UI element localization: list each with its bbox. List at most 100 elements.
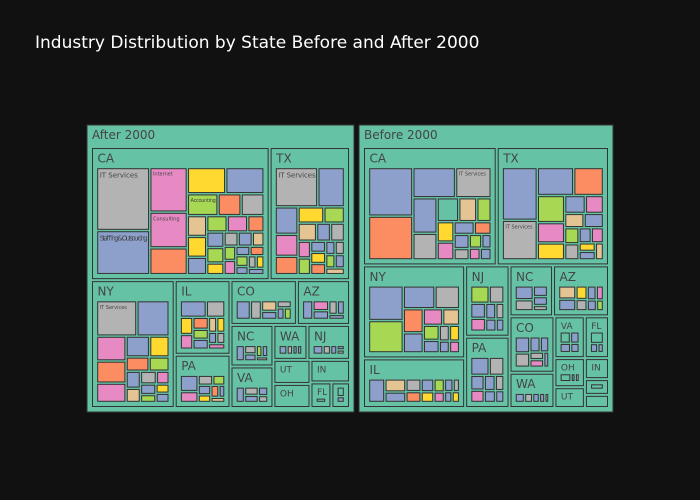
leaf-node[interactable] bbox=[217, 318, 225, 332]
leaf-node[interactable] bbox=[515, 286, 533, 300]
leaf-node[interactable] bbox=[575, 374, 579, 382]
leaf-node[interactable] bbox=[454, 222, 474, 234]
leaf-node[interactable] bbox=[262, 312, 277, 319]
leaf-node[interactable] bbox=[530, 360, 544, 367]
leaf-node[interactable] bbox=[571, 374, 575, 382]
leaf-node[interactable] bbox=[369, 286, 403, 320]
leaf-node[interactable] bbox=[156, 393, 169, 402]
leaf-node[interactable] bbox=[275, 207, 298, 234]
leaf-node[interactable] bbox=[439, 325, 449, 341]
leaf-node[interactable] bbox=[469, 235, 482, 248]
leaf-node[interactable] bbox=[317, 223, 330, 241]
leaf-node[interactable] bbox=[403, 286, 435, 309]
leaf-node[interactable] bbox=[137, 301, 169, 336]
leaf-node[interactable] bbox=[157, 371, 169, 384]
leaf-node[interactable] bbox=[496, 391, 504, 402]
leaf-node[interactable] bbox=[385, 379, 406, 392]
leaf-node[interactable] bbox=[207, 248, 224, 263]
leaf-node[interactable] bbox=[180, 392, 198, 402]
leaf-node[interactable] bbox=[188, 216, 206, 236]
leaf-node[interactable] bbox=[477, 198, 491, 221]
leaf-node[interactable] bbox=[279, 346, 287, 354]
leaf-node[interactable] bbox=[262, 301, 277, 311]
leaf-node[interactable] bbox=[126, 336, 149, 357]
leaf-node[interactable] bbox=[565, 196, 585, 213]
leaf-node[interactable] bbox=[236, 387, 244, 402]
leaf-node[interactable] bbox=[298, 207, 324, 223]
leaf-node[interactable] bbox=[180, 301, 206, 317]
leaf-node[interactable] bbox=[452, 392, 459, 402]
leaf-node[interactable] bbox=[597, 300, 603, 311]
leaf-node[interactable] bbox=[248, 269, 264, 274]
leaf-node[interactable] bbox=[256, 346, 262, 357]
leaf-node[interactable] bbox=[590, 344, 598, 352]
leaf-node[interactable] bbox=[579, 243, 595, 251]
leaf-node[interactable] bbox=[256, 357, 268, 361]
leaf-node[interactable] bbox=[245, 346, 256, 354]
leaf-node[interactable] bbox=[413, 198, 437, 233]
leaf-node[interactable] bbox=[437, 242, 454, 260]
leaf-node[interactable] bbox=[324, 207, 344, 223]
leaf-node[interactable] bbox=[413, 168, 455, 198]
leaf-node[interactable] bbox=[259, 387, 268, 395]
leaf-node[interactable] bbox=[571, 343, 579, 352]
state-node-oh[interactable] bbox=[274, 384, 310, 407]
leaf-node[interactable] bbox=[209, 333, 217, 343]
leaf-node[interactable] bbox=[337, 387, 344, 396]
leaf-node[interactable] bbox=[256, 256, 264, 268]
leaf-node[interactable] bbox=[326, 241, 335, 254]
leaf-node[interactable] bbox=[277, 301, 291, 308]
leaf-node[interactable] bbox=[293, 346, 297, 354]
leaf-node[interactable] bbox=[335, 255, 344, 268]
leaf-node[interactable] bbox=[565, 244, 579, 260]
state-node-ut[interactable] bbox=[274, 360, 310, 383]
leaf-node[interactable] bbox=[534, 306, 547, 311]
leaf-node[interactable] bbox=[439, 341, 449, 353]
leaf-node[interactable] bbox=[471, 319, 485, 331]
leaf-node[interactable] bbox=[495, 376, 504, 390]
leaf-node[interactable] bbox=[545, 393, 549, 402]
leaf-node[interactable] bbox=[534, 286, 547, 296]
leaf-node[interactable] bbox=[97, 231, 150, 274]
leaf-node[interactable] bbox=[248, 256, 256, 268]
leaf-node[interactable] bbox=[559, 286, 576, 299]
leaf-node[interactable] bbox=[403, 333, 423, 353]
leaf-node[interactable] bbox=[565, 228, 579, 244]
leaf-node[interactable] bbox=[211, 398, 225, 402]
leaf-node[interactable] bbox=[236, 256, 248, 266]
leaf-node[interactable] bbox=[313, 301, 329, 310]
leaf-node[interactable] bbox=[150, 212, 187, 248]
leaf-node[interactable] bbox=[180, 318, 193, 334]
state-node-state-16[interactable] bbox=[585, 395, 609, 407]
leaf-node[interactable] bbox=[560, 332, 570, 343]
leaf-node[interactable] bbox=[180, 335, 193, 349]
leaf-node[interactable] bbox=[596, 243, 603, 260]
leaf-node[interactable] bbox=[587, 286, 596, 300]
leaf-node[interactable] bbox=[218, 194, 241, 215]
leaf-node[interactable] bbox=[331, 223, 344, 241]
leaf-node[interactable] bbox=[484, 376, 495, 390]
leaf-node[interactable] bbox=[403, 309, 423, 333]
leaf-node[interactable] bbox=[193, 339, 208, 349]
leaf-node[interactable] bbox=[141, 395, 156, 402]
leaf-node[interactable] bbox=[450, 325, 459, 341]
leaf-node[interactable] bbox=[454, 249, 469, 260]
leaf-node[interactable] bbox=[471, 357, 489, 375]
leaf-node[interactable] bbox=[591, 228, 603, 243]
leaf-node[interactable] bbox=[241, 194, 264, 215]
leaf-node[interactable] bbox=[211, 385, 219, 397]
leaf-node[interactable] bbox=[126, 371, 140, 388]
leaf-node[interactable] bbox=[544, 352, 549, 367]
leaf-node[interactable] bbox=[598, 344, 603, 352]
leaf-node[interactable] bbox=[126, 388, 140, 402]
leaf-node[interactable] bbox=[434, 379, 444, 392]
leaf-node[interactable] bbox=[275, 168, 318, 207]
leaf-node[interactable] bbox=[413, 233, 437, 260]
leaf-node[interactable] bbox=[534, 297, 547, 305]
leaf-node[interactable] bbox=[224, 261, 236, 274]
leaf-node[interactable] bbox=[459, 198, 477, 221]
leaf-node[interactable] bbox=[530, 352, 544, 359]
leaf-node[interactable] bbox=[326, 255, 335, 268]
leaf-node[interactable] bbox=[141, 384, 156, 394]
leaf-node[interactable] bbox=[236, 346, 244, 361]
